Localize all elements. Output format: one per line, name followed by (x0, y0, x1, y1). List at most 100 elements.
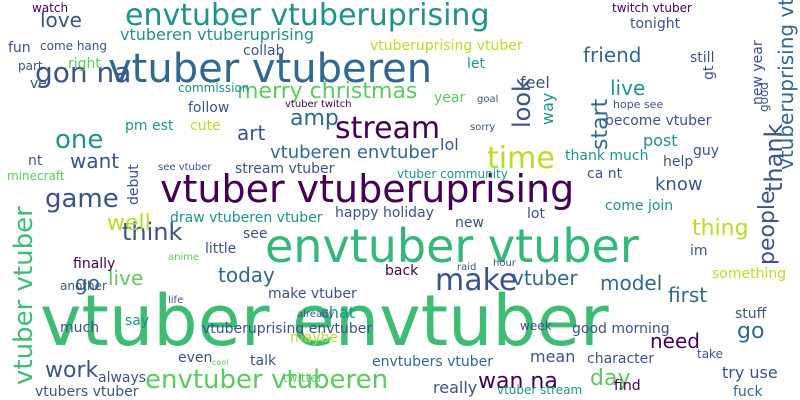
word: thank (760, 123, 788, 192)
word: stream (335, 111, 440, 146)
word: find (614, 378, 641, 394)
word: commission (178, 81, 249, 95)
word: post (643, 131, 678, 150)
word: envtuber vtuberuprising (125, 0, 489, 33)
word: need (650, 329, 700, 353)
word: art (237, 121, 265, 145)
word: love (40, 8, 82, 32)
word: merry christmas (237, 79, 417, 104)
word: twitter (283, 371, 323, 385)
word: vtuber (512, 266, 578, 290)
word: wan na (478, 369, 558, 394)
word: stream vtuber (235, 161, 335, 177)
word: live (610, 76, 645, 100)
word: cool (212, 358, 228, 367)
word: one (55, 125, 103, 155)
word: raid (457, 262, 476, 273)
word: lot (527, 206, 545, 222)
word: back (385, 263, 419, 279)
word: model (600, 271, 662, 295)
word: still (690, 50, 714, 66)
word: well (107, 211, 151, 236)
word: tonight (630, 16, 681, 32)
word: take (697, 347, 723, 361)
word: fuck (733, 384, 763, 400)
word: people (755, 190, 780, 265)
word: maybe (290, 330, 338, 346)
word: vtuberen vtuberuprising (120, 25, 314, 44)
word: amp (290, 106, 339, 131)
word: hour (493, 258, 517, 269)
word: see vtuber (158, 162, 212, 173)
word: envtuber vtuberen (145, 365, 388, 395)
word: ve (30, 76, 47, 92)
word: pm est (125, 118, 174, 134)
word: vtuber vtuberen (108, 46, 432, 92)
word: new (455, 215, 484, 231)
word: vtuber vtuber (9, 206, 39, 385)
word: much (60, 320, 99, 336)
word: make vtuber (268, 286, 357, 302)
word: im (690, 243, 708, 259)
word: envtuber vtuber (265, 219, 639, 273)
word: say (125, 313, 149, 329)
word: vtuber stream (497, 383, 582, 397)
word: see (243, 226, 268, 242)
word: go (75, 271, 100, 295)
word: week (520, 319, 552, 333)
word: thing (692, 216, 749, 241)
word: gon na (35, 56, 131, 89)
word: good morning (572, 321, 670, 337)
word: let (467, 56, 486, 72)
word: happy holiday (335, 205, 434, 221)
word: character (587, 351, 654, 367)
word: cute (190, 118, 221, 134)
word: part (18, 59, 43, 73)
word: friend (583, 43, 642, 67)
word: vtuberuprising vtuber (370, 38, 523, 54)
word: vtuberen envtuber (270, 142, 439, 163)
word: ca nt (587, 166, 623, 182)
word: vtuber community (397, 167, 508, 181)
word: collab (243, 43, 285, 59)
word: hope see (613, 98, 663, 111)
word: good (757, 82, 771, 112)
word: vtuber twitch (285, 99, 352, 110)
word: day (590, 366, 630, 391)
word: really (433, 378, 477, 397)
word: gt (701, 65, 717, 80)
word: already (297, 309, 334, 320)
word: think (122, 218, 183, 246)
word: vtuber vtuberuprising (160, 167, 574, 211)
word: help (663, 154, 693, 170)
word: become vtuber (605, 113, 712, 129)
word: thank much (565, 148, 648, 164)
word: new year (750, 40, 766, 105)
word: follow (188, 100, 229, 116)
word: go (737, 319, 764, 344)
word: lol (440, 135, 459, 154)
word: something (712, 266, 786, 282)
word: stuff (735, 306, 767, 322)
word: work (45, 358, 98, 383)
word: nt (28, 153, 43, 169)
word: game (45, 184, 119, 214)
word: finally (73, 256, 115, 272)
word: fun (8, 40, 31, 56)
word: watch (32, 1, 68, 15)
word: make (435, 263, 517, 298)
word: draw vtuberen vtuber (170, 210, 323, 226)
word: guy (693, 143, 719, 159)
word: twitch vtuber (612, 1, 692, 15)
word: start (588, 98, 613, 150)
word: chat (320, 303, 355, 322)
word: vtuber envtuber (40, 280, 609, 362)
word: goal (477, 94, 498, 105)
word: year (434, 90, 465, 106)
word: way (538, 93, 557, 125)
word: first (668, 283, 707, 307)
word: vtuberuprising vtuberen (774, 0, 798, 170)
word: envtubers vtuber (372, 354, 493, 370)
